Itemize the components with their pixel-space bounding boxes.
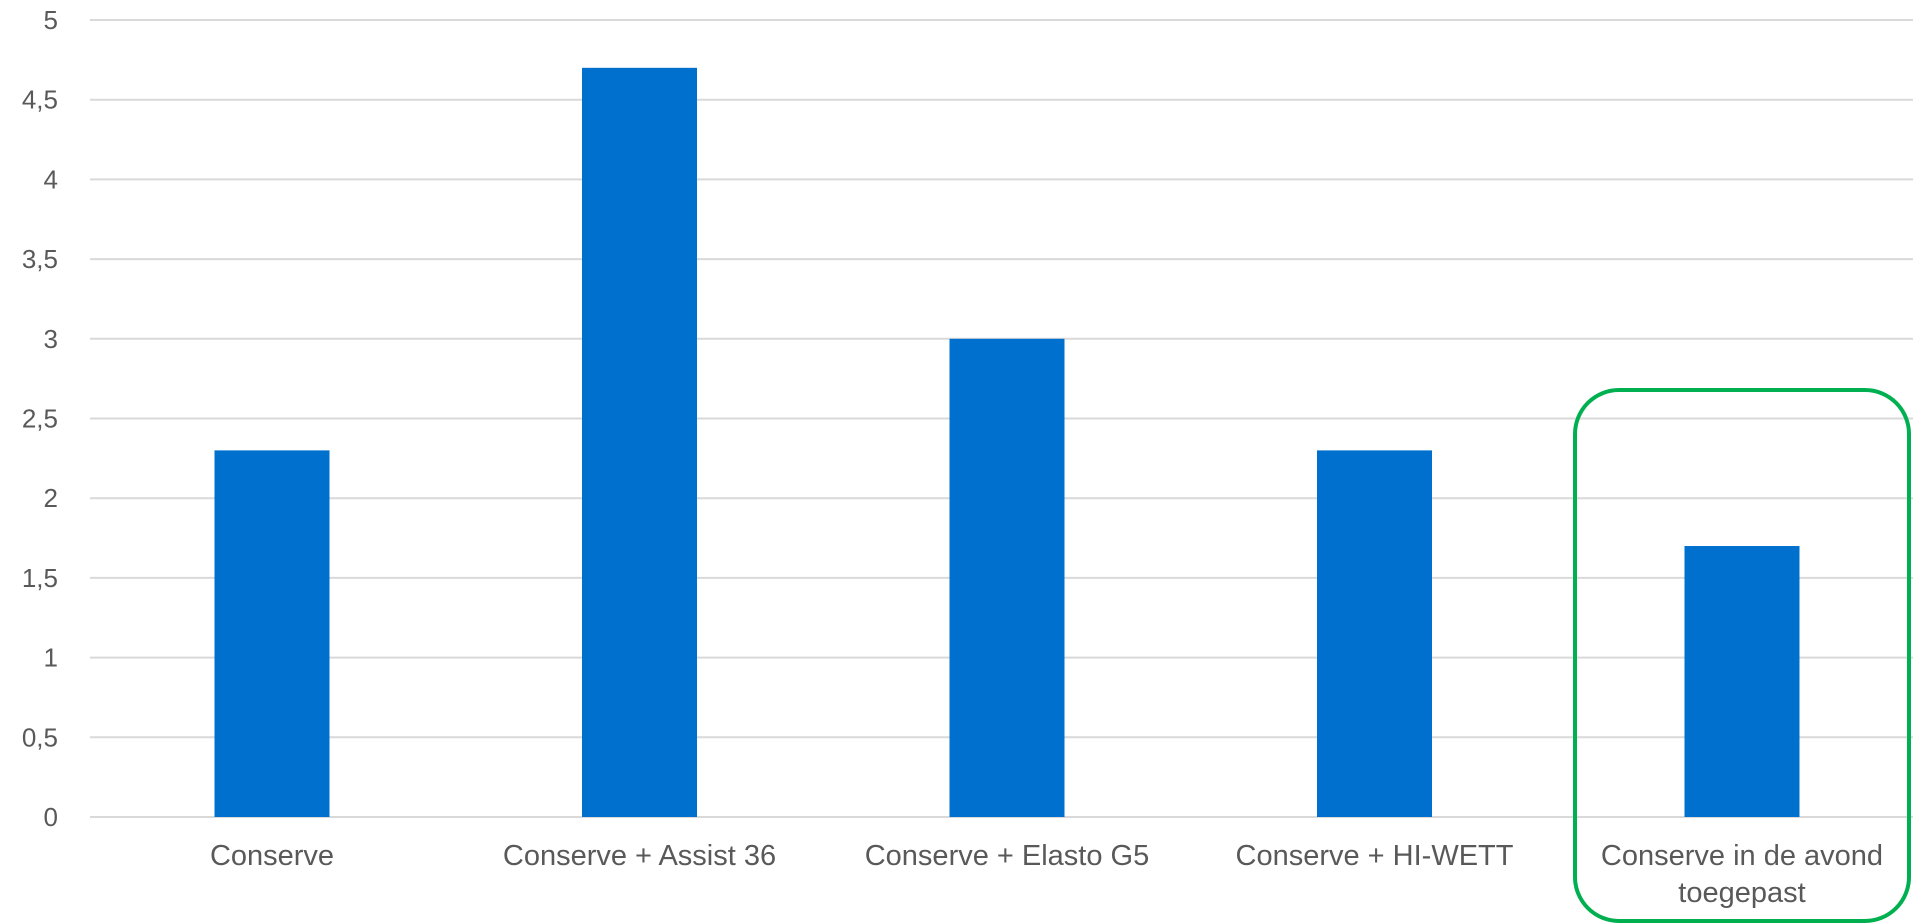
bars	[214, 67, 1800, 817]
bar	[1317, 450, 1432, 817]
bar	[582, 67, 697, 817]
x-tick-label: Conserve + Assist 36	[503, 840, 776, 872]
x-tick-label: toegepast	[1678, 877, 1805, 909]
x-tick-label: Conserve + HI-WETT	[1236, 840, 1514, 872]
y-tick-label: 2	[44, 483, 58, 513]
y-tick-label: 1	[44, 643, 58, 673]
bar	[1684, 546, 1800, 817]
x-axis-category-labels: Conserve Conserve + Assist 36 Conserve + E…	[210, 840, 1883, 909]
y-tick-label: 0	[44, 802, 58, 832]
highlight-box	[1573, 388, 1911, 923]
y-tick-label: 5	[44, 5, 58, 35]
bar	[214, 450, 330, 817]
y-tick-label: 4	[44, 164, 58, 194]
highlight-box-layer	[1573, 388, 1911, 923]
y-tick-label: 3	[44, 324, 58, 354]
bar	[949, 338, 1065, 817]
y-tick-label: 2,5	[22, 404, 58, 434]
y-tick-label: 1,5	[22, 563, 58, 593]
x-tick-label: Conserve + Elasto G5	[865, 840, 1150, 872]
y-tick-label: 3,5	[22, 244, 58, 274]
y-axis-tick-labels: 0 0,5 1 1,5 2 2,5 3 3,5 4 4,5 5	[22, 5, 58, 832]
x-tick-label: Conserve	[210, 840, 334, 872]
y-tick-label: 4,5	[22, 85, 58, 115]
y-tick-label: 0,5	[22, 722, 58, 752]
x-tick-label: Conserve in de avond	[1601, 840, 1883, 872]
